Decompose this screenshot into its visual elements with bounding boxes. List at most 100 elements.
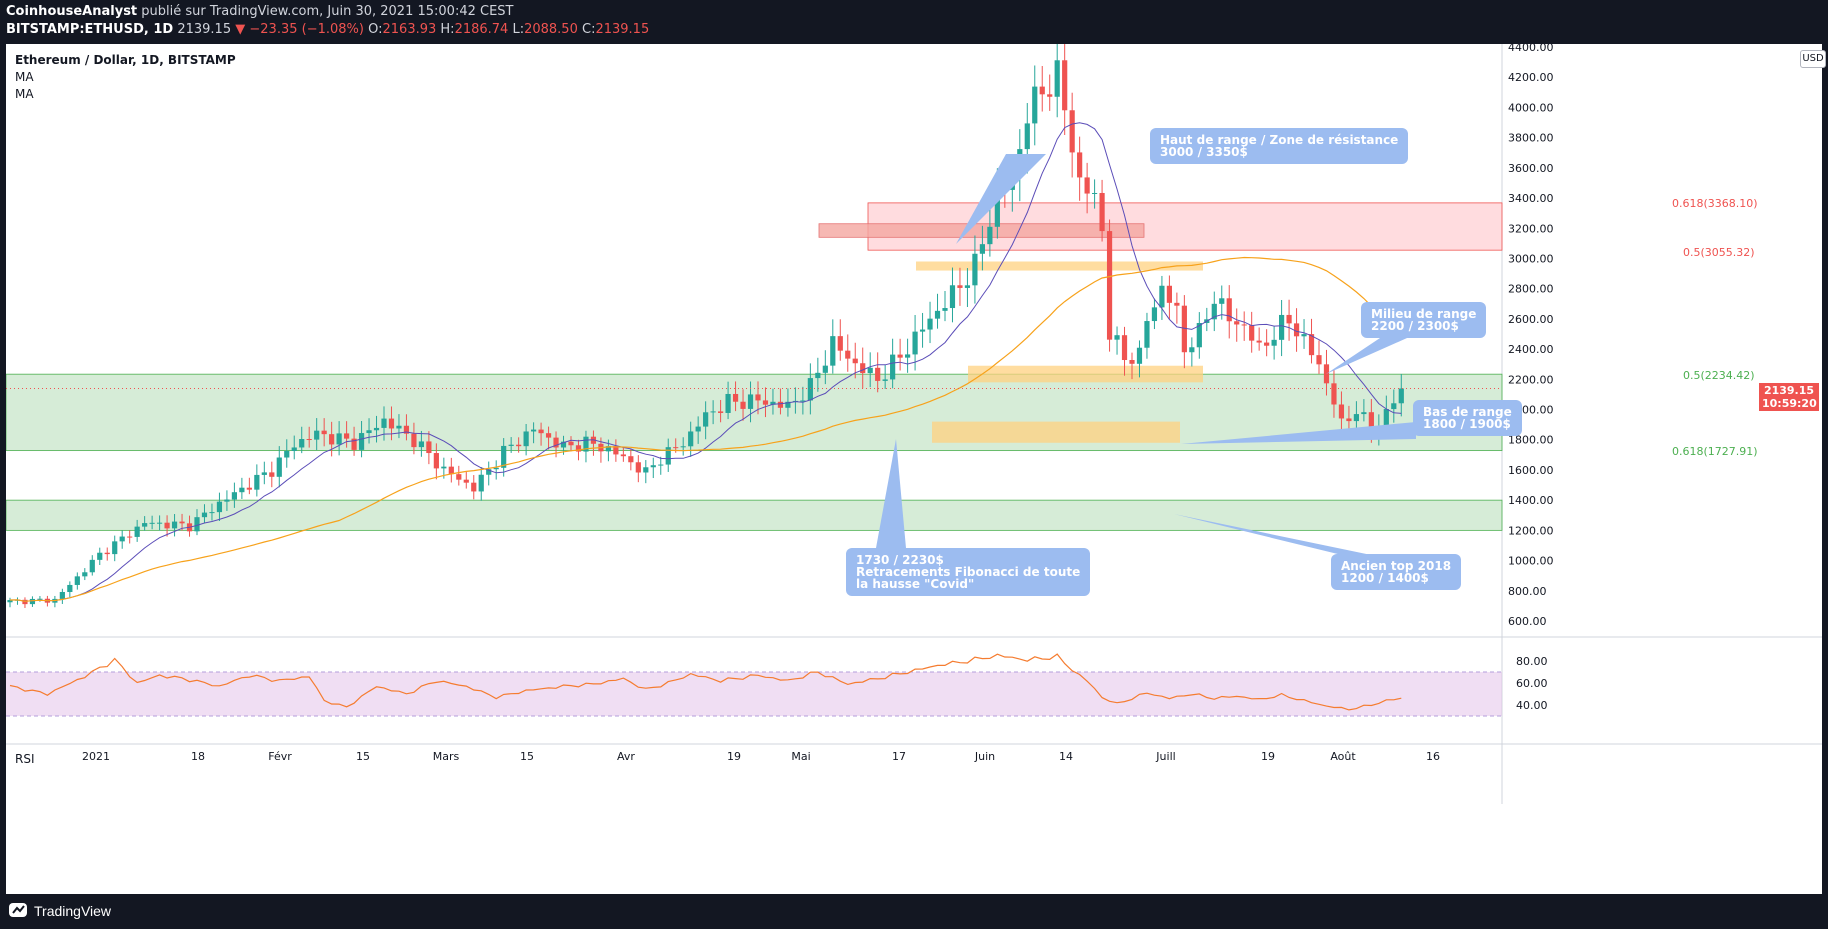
note-resistance-line1: Haut de range / Zone de résistance bbox=[1160, 133, 1399, 147]
time-tick-label: Juill bbox=[1155, 750, 1175, 763]
pointer-fibonacci bbox=[876, 439, 906, 548]
candle-body bbox=[680, 446, 686, 448]
candle-body bbox=[852, 358, 858, 364]
candle-body bbox=[1211, 303, 1217, 320]
candle-body bbox=[231, 492, 237, 500]
candle-body bbox=[1092, 192, 1098, 194]
fib-5-bottom-label: 0.5(2234.42) bbox=[1683, 369, 1755, 382]
candle-body bbox=[22, 599, 28, 605]
candle-body bbox=[321, 430, 327, 435]
time-tick-label: Mars bbox=[433, 750, 460, 763]
note-resistance-line2: 3000 / 3350$ bbox=[1160, 145, 1248, 159]
candle-body bbox=[463, 479, 469, 483]
candle-body bbox=[351, 438, 357, 450]
close-label: C: bbox=[582, 22, 596, 37]
candle-body bbox=[1099, 192, 1105, 232]
candle-body bbox=[358, 433, 365, 450]
high-value: 2186.74 bbox=[454, 22, 509, 37]
candle-body bbox=[97, 552, 103, 560]
author-name[interactable]: CoinhouseAnalyst bbox=[6, 4, 138, 19]
note-oldtop-line1: Ancien top 2018 bbox=[1341, 559, 1452, 573]
candle-body bbox=[994, 187, 1000, 227]
candle-body bbox=[1391, 403, 1397, 410]
candle-body bbox=[583, 436, 589, 452]
candle-body bbox=[276, 457, 282, 477]
candle-body bbox=[747, 394, 754, 409]
current-price-tag: 2139.15 10:59:20 bbox=[1759, 383, 1819, 411]
candle-body bbox=[762, 400, 769, 405]
note-mid-range[interactable]: Milieu de range 2200 / 2300$ bbox=[1361, 302, 1487, 338]
tradingview-brand[interactable]: TradingView bbox=[34, 903, 112, 919]
candle-body bbox=[964, 285, 971, 288]
zone-orange-4 bbox=[916, 261, 1203, 271]
candle-body bbox=[157, 522, 163, 524]
zone-orange-6 bbox=[932, 421, 1180, 443]
candle-body bbox=[388, 418, 395, 429]
candle-body bbox=[770, 401, 776, 405]
note-resistance[interactable]: Haut de range / Zone de résistance 3000 … bbox=[1150, 128, 1409, 164]
chart-canvas[interactable]: 4400.00 4200.00 4000.00 3800.00 3600.00 3400.… bbox=[6, 44, 1822, 894]
note-low-line2: 1800 / 1900$ bbox=[1423, 417, 1511, 431]
candle-body bbox=[1271, 339, 1277, 346]
candle-body bbox=[822, 365, 828, 373]
candle-body bbox=[478, 474, 484, 492]
zone-red-box-3 bbox=[818, 223, 1145, 238]
rsi-label[interactable]: RSI bbox=[15, 752, 35, 766]
candle-body bbox=[927, 318, 933, 330]
candle-body bbox=[1166, 285, 1172, 303]
candle-body bbox=[1398, 388, 1404, 404]
candle-body bbox=[269, 472, 275, 477]
currency-button[interactable]: USD bbox=[1800, 50, 1826, 68]
price-change: ▼ −23.35 (−1.08%) bbox=[235, 22, 364, 37]
chart-panel[interactable]: 4400.00 4200.00 4000.00 3800.00 3600.00 3400.… bbox=[6, 44, 1826, 894]
symbol-label: BITSTAMP:ETHUSD, 1D bbox=[6, 22, 174, 37]
candle-body bbox=[171, 521, 178, 529]
note-low-range[interactable]: Bas de range 1800 / 1900$ bbox=[1413, 400, 1522, 436]
candle-body bbox=[329, 434, 335, 445]
candle-body bbox=[665, 447, 671, 465]
candle-body bbox=[216, 501, 223, 513]
candle-body bbox=[306, 439, 312, 441]
candle-body bbox=[628, 456, 634, 463]
candle-body bbox=[845, 350, 851, 359]
candle-body bbox=[1039, 86, 1045, 95]
legend-ma-slow[interactable]: MA bbox=[15, 87, 34, 101]
note-old-top[interactable]: Ancien top 2018 1200 / 1400$ bbox=[1331, 554, 1462, 590]
candle-body bbox=[882, 379, 888, 381]
candle-body bbox=[1286, 314, 1292, 324]
candle-body bbox=[366, 430, 372, 434]
price-tick-label: 4200.00 bbox=[1508, 71, 1554, 84]
candle-body bbox=[448, 466, 454, 475]
candle-body bbox=[29, 598, 36, 605]
candle-body bbox=[1181, 305, 1187, 353]
candle-body bbox=[800, 400, 806, 402]
candle-body bbox=[486, 469, 492, 475]
candle-body bbox=[1346, 418, 1352, 422]
candle-body bbox=[1174, 302, 1180, 306]
candle-body bbox=[620, 454, 626, 457]
candle-body bbox=[972, 253, 978, 286]
price-tick-label: 1200.00 bbox=[1508, 524, 1554, 537]
candle-body bbox=[373, 427, 380, 431]
candle-body bbox=[1219, 298, 1225, 304]
time-tick-label: Févr bbox=[268, 750, 292, 763]
candle-body bbox=[411, 433, 417, 448]
candle-body bbox=[104, 552, 110, 555]
price-tick-label: 4000.00 bbox=[1508, 101, 1554, 114]
legend-title[interactable]: Ethereum / Dollar, 1D, BITSTAMP bbox=[15, 53, 236, 67]
note-fibonacci[interactable]: 1730 / 2230$ Retracements Fibonacci de t… bbox=[846, 548, 1091, 596]
price-tick-label: 2600.00 bbox=[1508, 313, 1554, 326]
candle-body bbox=[134, 526, 140, 537]
fib-618-bottom-label: 0.618(1727.91) bbox=[1672, 445, 1758, 458]
candle-body bbox=[119, 536, 125, 542]
tradingview-logo-icon[interactable] bbox=[8, 901, 28, 919]
candle-body bbox=[194, 517, 200, 532]
legend-ma-fast[interactable]: MA bbox=[15, 70, 34, 84]
candle-body bbox=[1308, 334, 1315, 356]
candle-body bbox=[501, 445, 507, 468]
rsi-tick-label: 40.00 bbox=[1516, 699, 1548, 712]
time-tick-label: Juin bbox=[974, 750, 995, 763]
candle-body bbox=[1293, 323, 1300, 337]
candle-body bbox=[456, 474, 462, 480]
candle-body bbox=[942, 308, 948, 311]
